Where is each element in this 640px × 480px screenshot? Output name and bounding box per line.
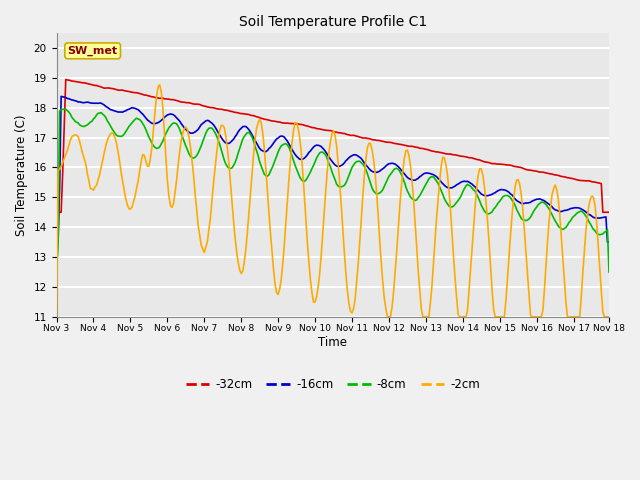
Title: Soil Temperature Profile C1: Soil Temperature Profile C1 xyxy=(239,15,427,29)
Y-axis label: Soil Temperature (C): Soil Temperature (C) xyxy=(15,114,28,236)
Legend: -32cm, -16cm, -8cm, -2cm: -32cm, -16cm, -8cm, -2cm xyxy=(181,373,484,396)
X-axis label: Time: Time xyxy=(318,336,348,349)
Text: SW_met: SW_met xyxy=(68,46,118,56)
